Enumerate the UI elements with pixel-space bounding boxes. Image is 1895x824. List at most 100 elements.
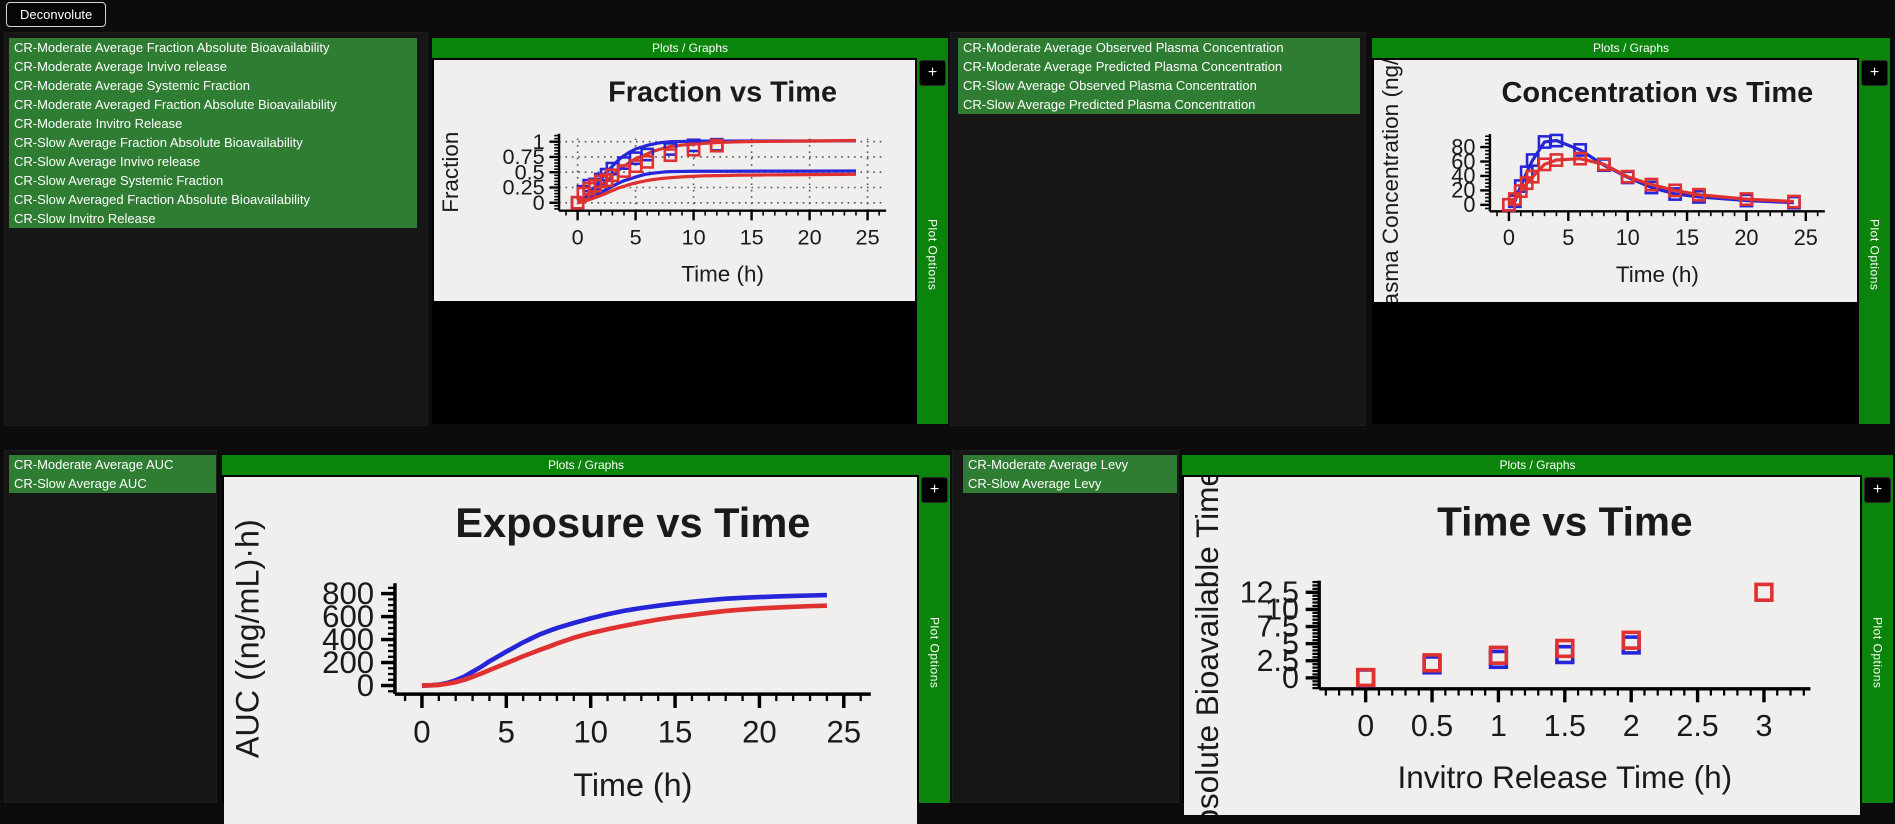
add-plot-button[interactable]: + xyxy=(1861,60,1888,86)
svg-text:Time vs Time: Time vs Time xyxy=(1437,499,1692,545)
svg-text:1.5: 1.5 xyxy=(1544,709,1586,743)
svg-text:Time (h): Time (h) xyxy=(681,261,764,286)
deconvolute-button[interactable]: Deconvolute xyxy=(6,2,107,27)
list-item[interactable]: CR-Slow Average AUC xyxy=(14,476,147,491)
svg-text:5: 5 xyxy=(630,224,642,249)
list-item[interactable]: CR-Slow Average Systemic Fraction xyxy=(14,173,224,188)
concentration-plot-panel: Plots / Graphs 0 5 10 15 20 25 0 20 40 60 80 Concen… xyxy=(1372,38,1890,424)
svg-text:0: 0 xyxy=(1503,225,1515,250)
list-item[interactable]: CR-Moderate Average Observed Plasma Conc… xyxy=(963,40,1284,55)
list-item[interactable]: CR-Moderate Average AUC xyxy=(14,457,174,472)
svg-text:20: 20 xyxy=(1734,225,1758,250)
svg-text:0.25: 0.25 xyxy=(503,175,545,200)
time-plot-panel: Plots / Graphs 0 0.5 1 1.5 2 2.5 3 0 2.5 5 7.5 10 12… xyxy=(1182,455,1893,815)
panel-header: Plots / Graphs xyxy=(1372,38,1890,58)
svg-text:10: 10 xyxy=(573,715,608,750)
svg-text:0: 0 xyxy=(1463,192,1475,217)
svg-text:2.5: 2.5 xyxy=(1257,644,1299,678)
list-item[interactable]: CR-Slow Average Observed Plasma Concentr… xyxy=(963,78,1257,93)
list-item[interactable]: CR-Slow Average Fraction Absolute Bioava… xyxy=(14,135,303,150)
svg-text:AUC ((ng/mL)·h): AUC ((ng/mL)·h) xyxy=(230,519,266,758)
svg-text:0: 0 xyxy=(1282,661,1299,695)
svg-text:0.5: 0.5 xyxy=(1411,709,1453,743)
svg-text:Time (h): Time (h) xyxy=(573,767,692,803)
svg-text:15: 15 xyxy=(1675,225,1699,250)
list-item[interactable]: CR-Moderate Average Fraction Absolute Bi… xyxy=(14,40,330,55)
svg-text:200: 200 xyxy=(322,645,374,680)
plot-options-strip: + Plot Options xyxy=(1862,475,1893,803)
svg-text:12.5: 12.5 xyxy=(1240,575,1299,609)
list-item[interactable]: CR-Slow Average Levy xyxy=(968,476,1102,491)
svg-text:1: 1 xyxy=(533,129,545,154)
plot-options-label[interactable]: Plot Options xyxy=(1867,219,1882,291)
svg-text:1: 1 xyxy=(1490,709,1507,743)
svg-text:Exposure vs Time: Exposure vs Time xyxy=(455,499,810,546)
plot-options-label[interactable]: Plot Options xyxy=(1870,617,1885,689)
list-item[interactable]: CR-Moderate Average Invivo release xyxy=(14,59,227,74)
auc-datasets-list[interactable]: CR-Moderate Average AUC CR-Slow Average A… xyxy=(9,455,216,493)
plot-options-strip: + Plot Options xyxy=(1859,58,1890,424)
list-item[interactable]: CR-Slow Average Invivo release xyxy=(14,154,201,169)
add-plot-button[interactable]: + xyxy=(1864,477,1891,503)
add-plot-button[interactable]: + xyxy=(919,60,946,86)
fraction-plot-panel: Plots / Graphs 0 5 10 15 20 25 0 0.25 0.5 0.75 1 Fr… xyxy=(432,38,948,424)
svg-text:Fraction vs Time: Fraction vs Time xyxy=(608,77,837,109)
svg-text:Fraction: Fraction xyxy=(438,132,463,213)
svg-text:0: 0 xyxy=(357,668,374,703)
list-item[interactable]: CR-Slow Invitro Release xyxy=(14,211,156,226)
svg-text:10: 10 xyxy=(682,224,706,249)
svg-text:Plasma Concentration (ng/mL): Plasma Concentration (ng/mL) xyxy=(1378,60,1403,302)
list-item[interactable]: CR-Moderate Average Predicted Plasma Con… xyxy=(963,59,1283,74)
svg-text:2: 2 xyxy=(1623,709,1640,743)
svg-text:0: 0 xyxy=(572,224,584,249)
svg-text:7.5: 7.5 xyxy=(1257,610,1299,644)
exposure-plot-panel: Plots / Graphs 0 5 10 15 20 25 0 200 400 600 800 Ex… xyxy=(222,455,950,824)
panel-header: Plots / Graphs xyxy=(222,455,950,475)
levy-list-cell xyxy=(952,450,1179,803)
auc-list-cell xyxy=(4,450,217,803)
svg-text:2.5: 2.5 xyxy=(1676,709,1718,743)
list-item[interactable]: CR-Slow Average Predicted Plasma Concent… xyxy=(963,97,1256,112)
svg-text:20: 20 xyxy=(742,715,777,750)
svg-text:10: 10 xyxy=(1616,225,1640,250)
svg-text:40: 40 xyxy=(1451,163,1475,188)
list-item[interactable]: CR-Moderate Average Levy xyxy=(968,457,1129,472)
svg-text:0: 0 xyxy=(1357,709,1374,743)
plot-options-label[interactable]: Plot Options xyxy=(927,617,942,689)
plot-options-strip: + Plot Options xyxy=(919,475,950,803)
svg-text:10: 10 xyxy=(1265,593,1299,627)
list-item[interactable]: CR-Moderate Averaged Fraction Absolute B… xyxy=(14,97,337,112)
levy-datasets-list[interactable]: CR-Moderate Average Levy CR-Slow Average … xyxy=(963,455,1177,493)
svg-text:400: 400 xyxy=(322,622,374,657)
concentration-datasets-list[interactable]: CR-Moderate Average Observed Plasma Conc… xyxy=(958,38,1360,114)
list-item[interactable]: CR-Slow Averaged Fraction Absolute Bioav… xyxy=(14,192,311,207)
svg-text:5: 5 xyxy=(1562,225,1574,250)
svg-text:15: 15 xyxy=(658,715,693,750)
list-item[interactable]: CR-Moderate Average Systemic Fraction xyxy=(14,78,251,93)
svg-text:0: 0 xyxy=(533,190,545,215)
svg-text:600: 600 xyxy=(322,599,374,634)
svg-text:0.75: 0.75 xyxy=(503,144,545,169)
svg-text:80: 80 xyxy=(1451,134,1475,159)
svg-text:Concentration vs Time: Concentration vs Time xyxy=(1501,77,1813,109)
panel-header: Plots / Graphs xyxy=(432,38,948,58)
svg-text:3: 3 xyxy=(1755,709,1772,743)
fraction-datasets-list[interactable]: CR-Moderate Average Fraction Absolute Bi… xyxy=(9,38,417,228)
svg-text:800: 800 xyxy=(322,576,374,611)
add-plot-button[interactable]: + xyxy=(921,477,948,503)
svg-text:25: 25 xyxy=(1794,225,1818,250)
svg-text:Time (h): Time (h) xyxy=(1616,262,1699,287)
svg-text:20: 20 xyxy=(798,224,822,249)
plot-options-label[interactable]: Plot Options xyxy=(925,219,940,291)
panel-header: Plots / Graphs xyxy=(1182,455,1893,475)
svg-text:25: 25 xyxy=(826,715,861,750)
svg-text:Absolute Bioavailable Time (h): Absolute Bioavailable Time (h) xyxy=(1189,477,1225,815)
svg-text:Invitro Release Time (h): Invitro Release Time (h) xyxy=(1397,759,1732,795)
svg-text:20: 20 xyxy=(1451,178,1475,203)
list-item[interactable]: CR-Moderate Invitro Release xyxy=(14,116,183,131)
plot-options-strip: + Plot Options xyxy=(917,58,948,424)
